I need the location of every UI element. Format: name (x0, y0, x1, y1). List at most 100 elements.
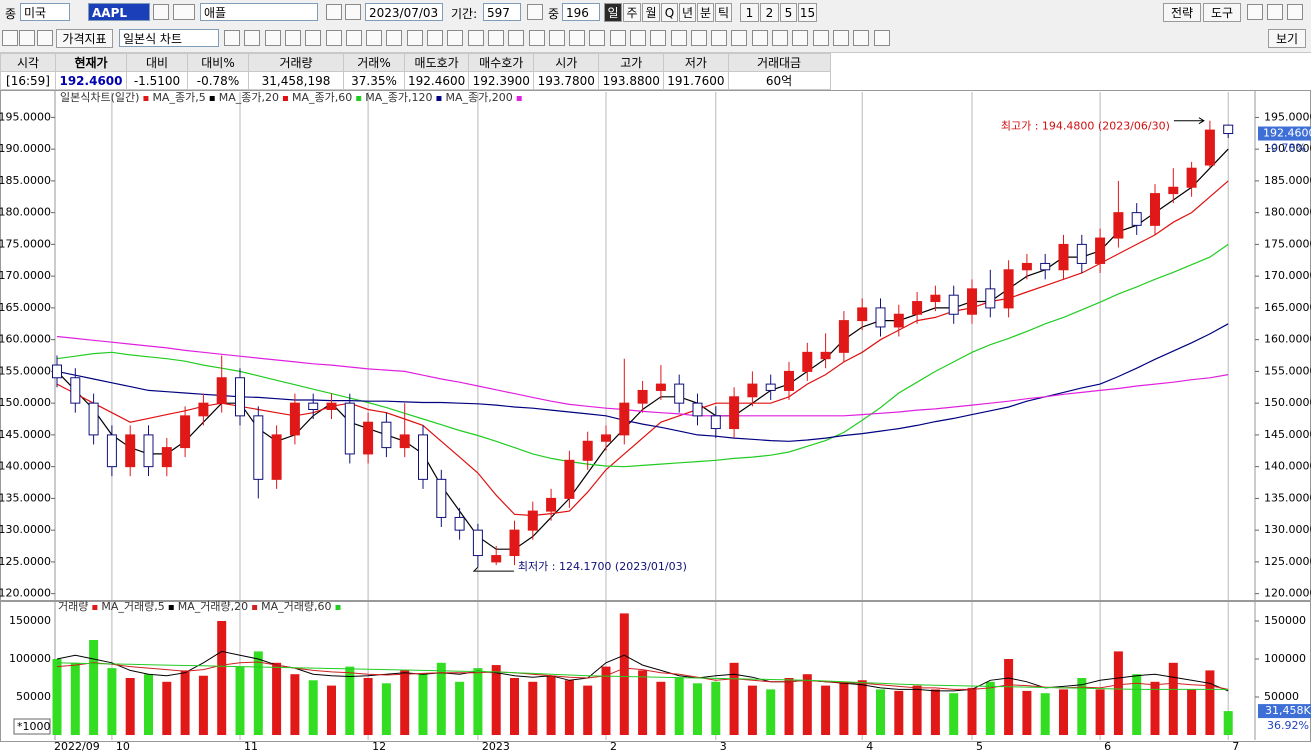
back-button[interactable] (345, 4, 361, 20)
volume-bar (784, 678, 794, 735)
tool-icon[interactable] (326, 30, 342, 46)
interval-button[interactable]: 주 (623, 3, 641, 22)
tool-icon[interactable] (853, 30, 869, 46)
tool-icon[interactable] (691, 30, 707, 46)
tools-button[interactable]: 도구 (1203, 3, 1241, 22)
name-input[interactable]: 애플 (200, 3, 318, 21)
symbol-input[interactable]: AAPL (88, 3, 150, 21)
quote-value: 60억 (727, 71, 831, 90)
tool-icon[interactable] (549, 30, 565, 46)
volume-bar (327, 685, 336, 735)
tool-icon[interactable] (610, 30, 626, 46)
tool-icon[interactable] (671, 30, 687, 46)
search-icon[interactable] (153, 4, 169, 20)
interval-button[interactable]: 월 (642, 3, 660, 22)
tool-icon[interactable] (305, 30, 321, 46)
volume-bar (510, 678, 519, 735)
edit-icon[interactable] (37, 30, 53, 46)
chart-style-select[interactable]: 일본식 차트 (119, 29, 219, 47)
strategy-button[interactable]: 전략 (1163, 3, 1201, 22)
candle-body (491, 555, 502, 563)
tool-icon[interactable] (265, 30, 281, 46)
interval-button[interactable]: Q (661, 3, 678, 22)
tool-icon[interactable] (569, 30, 585, 46)
interval-button[interactable]: 일 (604, 3, 622, 22)
volume-bar (473, 668, 483, 735)
interval-button[interactable]: 1 (740, 3, 759, 22)
folder-icon[interactable] (1247, 4, 1263, 20)
interval-button[interactable]: 틱 (715, 3, 732, 22)
volume-bar (107, 668, 117, 735)
tool-icon[interactable] (813, 30, 829, 46)
indicator-button[interactable]: 가격지표 (56, 29, 113, 48)
tool-icon[interactable] (833, 30, 849, 46)
tool-icon[interactable] (711, 30, 727, 46)
candle-body (857, 307, 868, 322)
unit-box (13, 718, 51, 735)
exchange-icon[interactable] (173, 4, 195, 20)
tool-icon[interactable] (772, 30, 788, 46)
tool-icon[interactable] (224, 30, 240, 46)
tool-icon[interactable] (792, 30, 808, 46)
volume-average-line (56, 662, 1229, 690)
volume-bar (656, 681, 666, 735)
volume-bar (144, 674, 153, 735)
print-icon[interactable] (1287, 4, 1303, 20)
tool-icon[interactable] (630, 30, 646, 46)
moving-average-line (56, 323, 1229, 442)
up-icon[interactable] (2, 30, 18, 46)
tool-icon[interactable] (508, 30, 524, 46)
candle-body (363, 421, 374, 455)
tool-icon[interactable] (529, 30, 545, 46)
view-button[interactable]: 보기 (1268, 29, 1306, 48)
volume-bar (381, 683, 391, 735)
play-button[interactable] (326, 4, 342, 20)
tool-icon[interactable] (447, 30, 463, 46)
tool-icon[interactable] (752, 30, 768, 46)
tool-icon[interactable] (386, 30, 402, 46)
interval-button[interactable]: 분 (697, 3, 714, 22)
tool-icon[interactable] (244, 30, 260, 46)
quote-value: 192.4600 (403, 71, 470, 90)
interval-button[interactable]: 5 (780, 3, 797, 22)
volume-bar (290, 674, 300, 735)
tool-icon[interactable] (731, 30, 747, 46)
tool-icon[interactable] (285, 30, 301, 46)
volume-bar (985, 681, 995, 735)
tool-icon[interactable] (407, 30, 423, 46)
market-select[interactable]: 미국 (20, 3, 70, 21)
tool-icon[interactable] (468, 30, 484, 46)
current-price-label: 192.4600 (1263, 127, 1311, 140)
interval-button[interactable]: 15 (798, 3, 817, 22)
volume-bar (1132, 674, 1142, 735)
volume-bar (674, 678, 684, 735)
tool-icon[interactable] (650, 30, 666, 46)
price-panel (0, 90, 1311, 601)
interval-button[interactable]: 년 (679, 3, 696, 22)
tool-icon[interactable] (346, 30, 362, 46)
interval-button[interactable]: 2 (760, 3, 779, 22)
tool-icon[interactable] (488, 30, 504, 46)
x-tick-label: 5 (976, 740, 983, 753)
zoom-input[interactable]: 196 (562, 3, 600, 21)
resize-icon[interactable] (19, 30, 35, 46)
tool-icon[interactable] (874, 30, 890, 46)
legend-title: 거래량 (58, 600, 88, 613)
candle-body (143, 434, 154, 468)
volume-bar (930, 689, 940, 735)
x-tick-label: 3 (720, 740, 727, 753)
tool-icon[interactable] (366, 30, 382, 46)
spin-icon[interactable] (527, 4, 543, 20)
tool-icon[interactable] (589, 30, 605, 46)
period-input[interactable]: 597 (483, 3, 521, 21)
candle-body (692, 402, 703, 417)
tool-icon[interactable] (427, 30, 443, 46)
quote-header: 현재가 (55, 53, 127, 72)
y-tick-label: 100000 (1264, 652, 1306, 665)
volume-bar (418, 674, 428, 735)
legend-swatch (282, 96, 288, 101)
candle-body (1223, 124, 1234, 135)
save-icon[interactable] (1267, 4, 1283, 20)
volume-bar (839, 681, 849, 735)
date-input[interactable]: 2023/07/03 (365, 3, 443, 21)
